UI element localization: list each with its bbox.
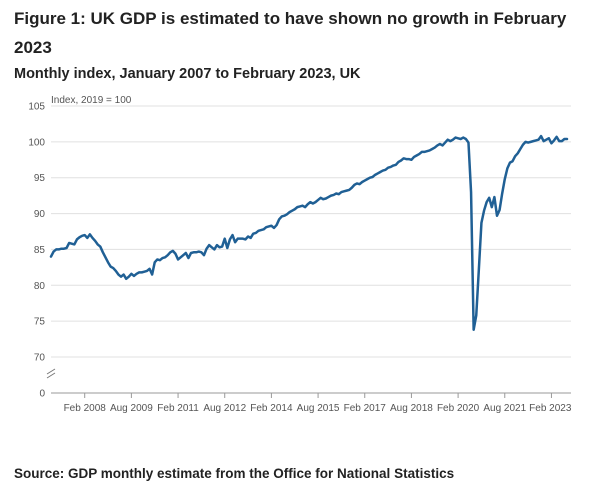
y-tick-label: 95 [34, 173, 46, 184]
y-tick-label: 75 [34, 317, 46, 328]
x-tick-label: Aug 2015 [297, 403, 340, 414]
x-tick-label: Feb 2011 [157, 403, 199, 414]
x-tick-label: Feb 2023 [529, 403, 572, 414]
x-tick-label: Aug 2012 [203, 403, 246, 414]
axis-break-marker [46, 368, 56, 379]
y-tick-label: 80 [34, 281, 46, 292]
x-tick-label: Aug 2018 [390, 403, 433, 414]
y-tick-label: 70 [34, 353, 46, 364]
y-axis: 105 100 95 90 85 80 75 70 0 [28, 102, 45, 400]
x-tick-label: Feb 2020 [437, 403, 480, 414]
axis-break-stroke [46, 368, 56, 375]
x-tick-label: Feb 2008 [64, 403, 107, 414]
y-axis-unit-label: Index, 2019 = 100 [51, 95, 132, 106]
figure-subtitle: Monthly index, January 2007 to February … [14, 66, 361, 82]
x-tick-label: Feb 2014 [250, 403, 293, 414]
axis-break-stroke [46, 372, 56, 379]
y-tick-label: 85 [34, 245, 46, 256]
y-tick-label: 90 [34, 209, 46, 220]
x-tick-label: Aug 2009 [110, 403, 153, 414]
source-note: Source: GDP monthly estimate from the Of… [14, 466, 455, 481]
y-tick-label: 105 [28, 102, 45, 113]
y-tick-label: 0 [39, 389, 45, 400]
grid-lines [51, 105, 571, 394]
x-tick-label: Feb 2017 [344, 403, 387, 414]
figure-title: Figure 1: UK GDP is estimated to have sh… [14, 9, 567, 57]
gdp-series-line [49, 134, 569, 331]
x-axis: Feb 2008 Aug 2009 Feb 2011 Aug 2012 Feb 2014… [64, 393, 572, 414]
y-tick-label: 100 [28, 137, 45, 148]
x-tick-label: Aug 2021 [483, 403, 526, 414]
